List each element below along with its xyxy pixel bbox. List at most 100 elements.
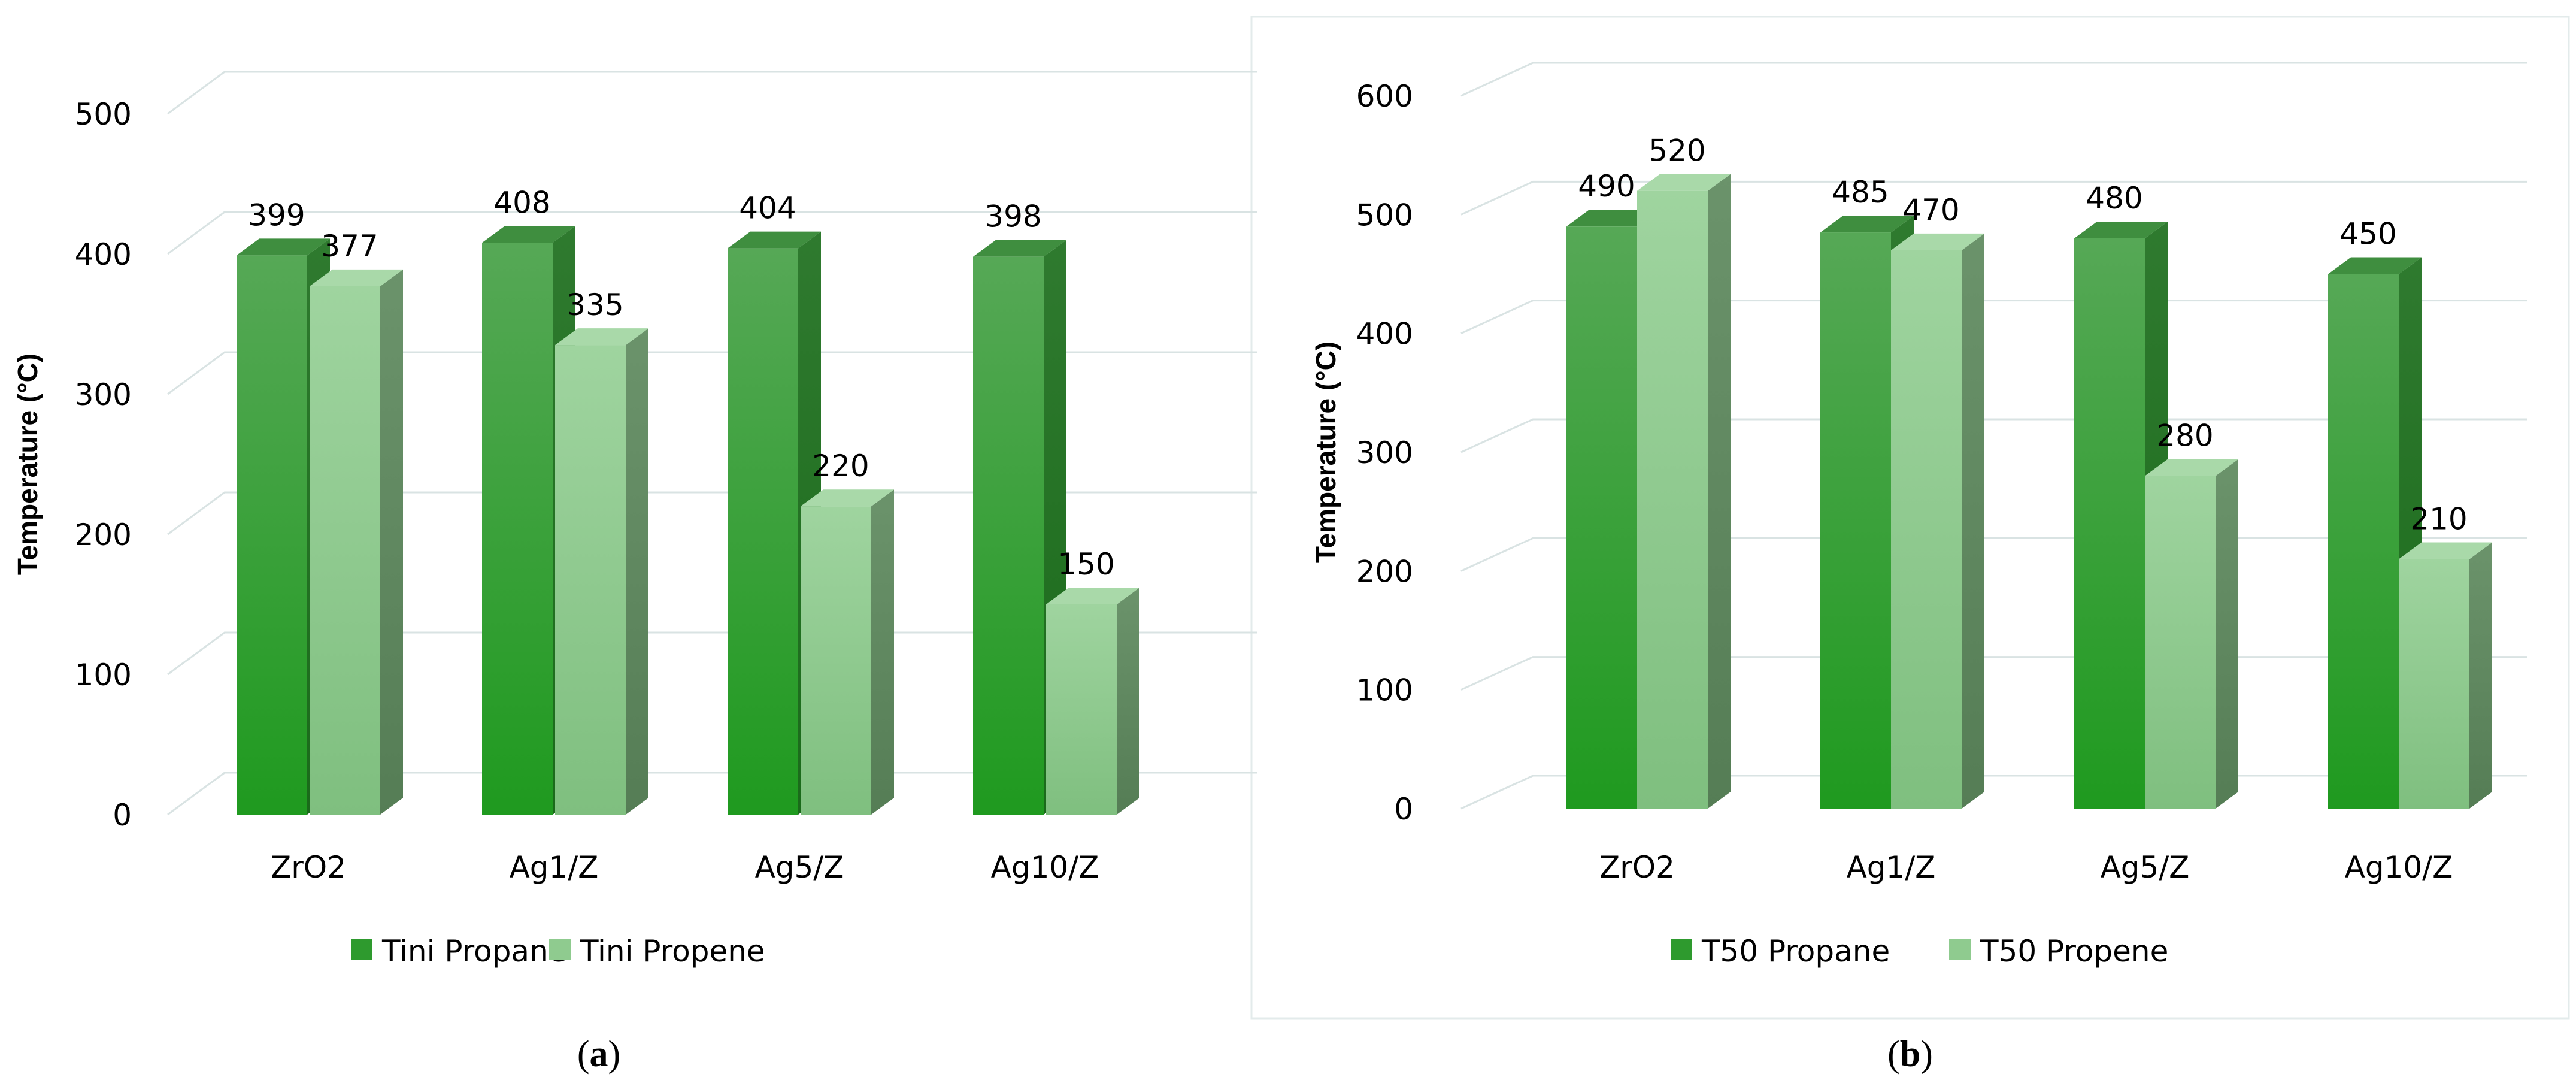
bar-top-face <box>973 240 1066 257</box>
panel-b-caption-label: (b) <box>1887 1034 1933 1075</box>
panel-a-data-label-tini-propene-ag1-z: 335 <box>566 288 623 322</box>
panel-a-ytick-label-300: 300 <box>75 377 132 412</box>
bar-side-face <box>871 489 894 815</box>
panel-a-data-label-tini-propane-ag10-z: 398 <box>984 199 1041 234</box>
bar-top-face <box>728 231 821 249</box>
panel-b-ytick-label-600: 600 <box>1356 79 1413 114</box>
panel-a-data-label-tini-propane-ag5-z: 404 <box>739 191 796 226</box>
bar-side-face <box>1962 233 1984 809</box>
bar-side-face <box>2469 542 2492 809</box>
panel-b-gridline-500 <box>1460 180 2527 216</box>
panel-b-ytick-label-400: 400 <box>1356 317 1413 352</box>
panel-a-legend-swatch-tini-propane <box>351 939 372 960</box>
bar-top-face <box>310 269 403 286</box>
panel-b-bar-t50-propene-ag10-z <box>2399 542 2492 809</box>
chart-panel-b: 0 100 200 300 400 500 600 Temperature (°C) 490 52… <box>1310 62 2527 1075</box>
bar-front-face <box>482 243 553 815</box>
bar-top-face <box>1820 216 1914 233</box>
bar-side-face <box>1708 174 1731 809</box>
panel-a-bar-tini-propene-ag5-z <box>801 489 894 815</box>
panel-a-category-label-ag5-z: Ag5/Z <box>755 850 844 885</box>
bar-front-face <box>1820 232 1891 809</box>
panel-b-data-label-t50-propene-ag1-z: 470 <box>1902 193 1959 228</box>
panel-b-gridline-400 <box>1460 300 2527 335</box>
bar-front-face <box>2399 559 2469 809</box>
bar-top-face <box>2145 459 2238 476</box>
panel-b-bar-t50-propene-ag1-z <box>1891 233 1984 809</box>
panel-a-ytick-label-200: 200 <box>75 518 132 552</box>
panel-a-legend-label-tini-propene: Tini Propene <box>580 934 765 969</box>
bar-front-face <box>2328 274 2399 809</box>
panel-a-y-axis-title: Temperature (°C) <box>12 353 43 575</box>
bar-side-face <box>2216 459 2238 809</box>
panel-a-ytick-label-500: 500 <box>75 97 132 132</box>
bar-top-face <box>555 328 648 346</box>
panel-b-ytick-label-0: 0 <box>1394 792 1413 827</box>
panel-b-data-label-t50-propane-ag5-z: 480 <box>2086 181 2142 216</box>
panel-a-bar-tini-propene-zro2 <box>310 269 403 815</box>
panel-a-category-label-ag1-z: Ag1/Z <box>510 850 599 885</box>
panel-b-legend-swatch-t50-propene <box>1949 939 1971 960</box>
bar-top-face <box>237 238 330 256</box>
panel-b-data-label-t50-propene-ag5-z: 280 <box>2156 419 2213 453</box>
bar-front-face <box>801 506 871 815</box>
panel-b-gridline-300 <box>1460 418 2527 453</box>
panel-b-legend-label-t50-propene: T50 Propene <box>1980 934 2168 969</box>
panel-a-category-label-ag10-z: Ag10/Z <box>991 850 1099 885</box>
bar-front-face <box>973 256 1044 815</box>
bar-top-face <box>1637 174 1731 191</box>
bar-front-face <box>728 248 798 815</box>
bar-front-face <box>1046 604 1117 815</box>
panel-b-data-label-t50-propane-ag10-z: 450 <box>2339 217 2396 252</box>
panel-b-legend-swatch-t50-propane <box>1671 939 1692 960</box>
panel-a-data-label-tini-propene-zro2: 377 <box>321 229 378 264</box>
panel-a-data-label-tini-propene-ag5-z: 220 <box>812 449 869 483</box>
panel-b-bar-t50-propane-ag10-z <box>2328 257 2422 809</box>
bar-top-face <box>2399 542 2492 559</box>
bar-front-face <box>1566 226 1637 809</box>
bar-front-face <box>2074 238 2145 809</box>
panel-b-ytick-label-500: 500 <box>1356 198 1413 232</box>
panel-a-data-label-tini-propene-ag10-z: 150 <box>1057 547 1114 582</box>
panel-a-ytick-label-100: 100 <box>75 658 132 692</box>
panel-a-gridline-400 <box>167 211 1257 255</box>
bar-top-face <box>2074 222 2168 238</box>
panel-a-data-label-tini-propane-ag1-z: 408 <box>493 185 550 220</box>
chart-panel-a: 0 100 200 300 400 500 Temperature (°C) 399 377 Zr… <box>12 71 1257 1075</box>
panel-a-caption-label: (a) <box>577 1034 620 1075</box>
panel-b-y-axis-title: Temperature (°C) <box>1310 341 1341 563</box>
panel-a-gridline-0 <box>167 772 1257 816</box>
panel-b-category-label-ag5-z: Ag5/Z <box>2101 850 2190 885</box>
panel-b-category-label-ag1-z: Ag1/Z <box>1847 850 1936 885</box>
bar-top-face <box>1891 233 1984 250</box>
panel-b-data-label-t50-propane-zro2: 490 <box>1578 169 1635 204</box>
panel-b-ytick-label-300: 300 <box>1356 435 1413 470</box>
panel-a-bar-tini-propane-ag10-z <box>973 240 1066 815</box>
panel-a-data-label-tini-propane-zro2: 399 <box>248 198 305 232</box>
bar-front-face <box>237 255 307 815</box>
panel-a-gridline-200 <box>167 491 1257 536</box>
panel-a-legend-label-tini-propane: Tini Propane <box>381 934 567 969</box>
bar-top-face <box>1566 210 1660 227</box>
bar-top-face <box>2328 257 2422 274</box>
bar-front-face <box>555 345 626 815</box>
panel-b-border <box>1250 16 2570 1020</box>
panel-b-bar-t50-propene-ag5-z <box>2145 459 2238 809</box>
panel-b-category-label-ag10-z: Ag10/Z <box>2345 850 2453 885</box>
bar-top-face <box>482 226 575 243</box>
bar-front-face <box>2145 476 2216 809</box>
panel-a-legend-swatch-tini-propene <box>549 939 571 960</box>
panel-b-category-label-zro2: ZrO2 <box>1599 850 1675 885</box>
panel-a-gridline-100 <box>167 631 1257 676</box>
bar-side-face <box>380 269 403 815</box>
panel-a-gridline-300 <box>167 351 1257 395</box>
panel-a-bar-tini-propene-ag10-z <box>1046 588 1139 815</box>
panel-a-ytick-label-400: 400 <box>75 237 132 272</box>
panel-b-ytick-label-200: 200 <box>1356 554 1413 589</box>
panel-b-bar-t50-propene-zro2 <box>1637 174 1731 809</box>
panel-a-category-label-zro2: ZrO2 <box>271 850 346 885</box>
panel-b-legend-label-t50-propane: T50 Propane <box>1701 934 1890 969</box>
bar-front-face <box>1637 190 1708 809</box>
bar-front-face <box>310 286 380 815</box>
